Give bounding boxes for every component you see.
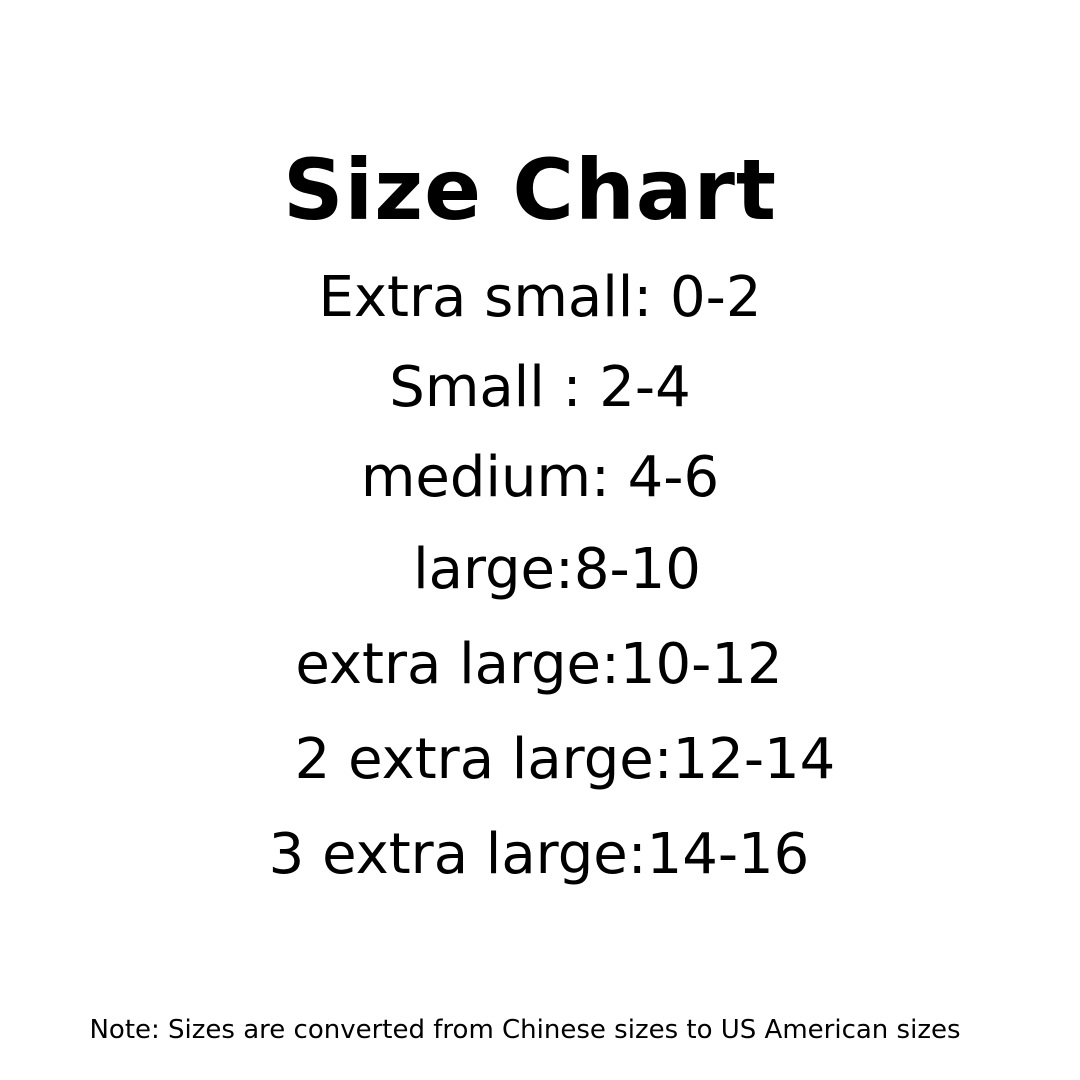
size-line-small: Small : 2-4 <box>389 355 691 420</box>
size-line-3-extra-large: 3 extra large:14-16 <box>268 822 810 887</box>
conversion-note: Note: Sizes are converted from Chinese s… <box>89 1015 961 1045</box>
size-chart-title: Size Chart <box>282 141 778 239</box>
size-line-extra-large: extra large:10-12 <box>295 632 783 697</box>
size-line-medium: medium: 4-6 <box>360 445 720 510</box>
size-line-extra-small: Extra small: 0-2 <box>318 265 762 330</box>
size-line-2-extra-large: 2 extra large:12-14 <box>294 727 836 792</box>
size-line-large: large:8-10 <box>413 537 701 602</box>
